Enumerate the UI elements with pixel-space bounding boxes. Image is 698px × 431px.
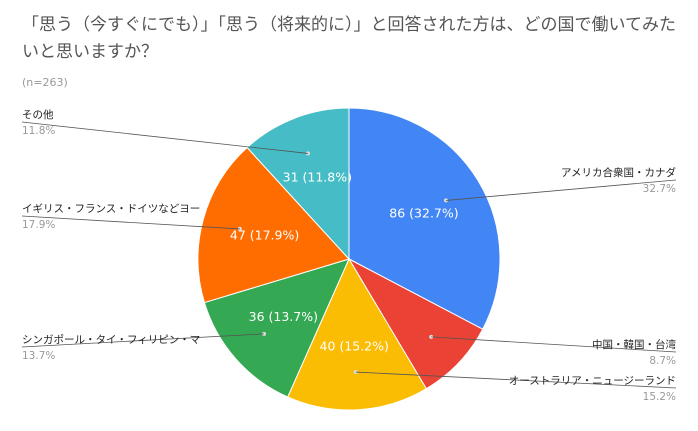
slice-percent-label: 11.8% — [22, 125, 55, 137]
chart-title: 「思う（今すぐにでも）」「思う（将来的に）」と回答された方は、どの国で働いてみた… — [22, 15, 676, 62]
leader-line — [21, 215, 240, 230]
slice-category-label: 中国・韓国・台湾 — [592, 338, 676, 351]
slice-percent-label: 13.7% — [22, 350, 55, 362]
slice-category-label: その他 — [22, 108, 54, 121]
slice-percent-label: 8.7% — [649, 355, 676, 367]
slice-category-label: シンガポール・タイ・フィリピン・マ — [22, 334, 200, 346]
pie-slice — [246, 107, 350, 261]
slice-value-label: 86 (32.7%) — [389, 206, 458, 221]
chart-subtitle: (n=263) — [22, 76, 68, 89]
slice-value-label: 47 (17.9%) — [230, 228, 299, 243]
slice-value-label: 36 (13.7%) — [249, 309, 318, 324]
leader-line — [431, 336, 677, 353]
leader-line — [445, 179, 677, 201]
pie-slice — [287, 257, 428, 411]
slice-category-label: イギリス・フランス・ドイツなどヨー — [22, 203, 200, 215]
pie-slice — [348, 107, 501, 330]
slice-value-label: 31 (11.8%) — [283, 169, 352, 184]
leader-line — [355, 371, 677, 389]
slice-category-label: オーストラリア・ニュージーランド — [509, 375, 676, 387]
pie-slice — [203, 258, 350, 398]
leader-line — [21, 333, 265, 348]
slice-percent-label: 32.7% — [643, 183, 676, 195]
slice-percent-label: 15.2% — [643, 391, 676, 403]
pie-slice — [197, 146, 350, 304]
slice-value-label: 40 (15.2%) — [320, 338, 389, 353]
slice-percent-label: 17.9% — [22, 219, 55, 231]
leader-line — [21, 121, 309, 154]
pie-slice — [347, 257, 484, 390]
slice-category-label: アメリカ合衆国・カナダ — [561, 166, 676, 179]
